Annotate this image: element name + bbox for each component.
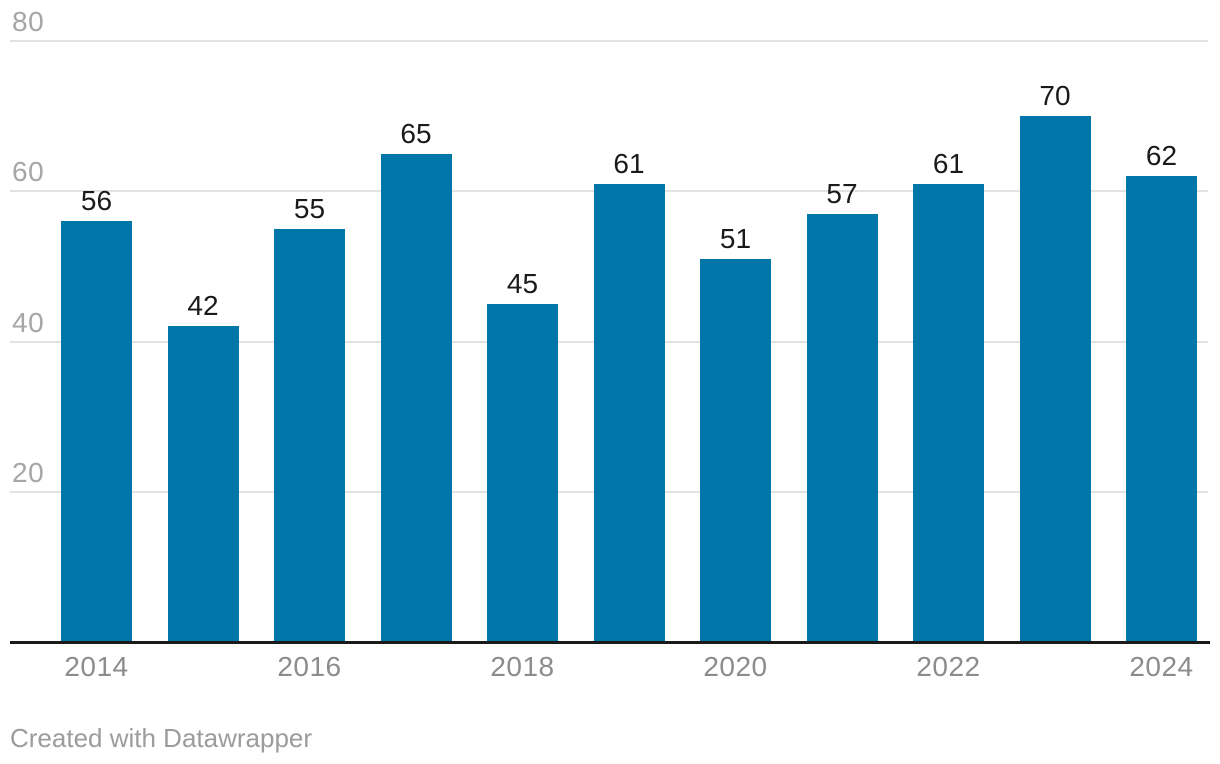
x-tick-label: 2014 [64,651,129,682]
bar [593,183,665,642]
bar [61,221,132,642]
datawrapper-credit-link[interactable]: Created with Datawrapper [10,723,313,753]
x-tick-label: 2020 [703,651,768,682]
bar-value-label: 61 [613,147,645,179]
bar [1126,176,1197,642]
y-tick-label: 60 [12,156,45,188]
bar [913,183,984,642]
bar-value-label: 55 [293,192,326,224]
x-tick-label: 2024 [1129,651,1194,682]
bar-value-label: 42 [187,290,219,322]
y-tick-label: 80 [12,6,45,37]
bar-value-label: 62 [1145,140,1178,172]
bar-value-label: 51 [719,222,752,254]
bar [167,326,239,642]
bar-value-label: 45 [506,267,539,299]
bar-value-label: 70 [1039,80,1071,112]
x-tick-label: 2016 [277,651,342,682]
gridline [10,40,1208,42]
bar [274,228,345,642]
bar-value-label: 65 [400,117,432,149]
y-tick-label: 20 [12,456,45,488]
bar-value-label: 61 [932,147,965,179]
bar [380,153,452,642]
bar-value-label: 56 [80,185,113,217]
y-tick-label: 40 [12,306,45,338]
bar [487,303,558,642]
bar [1019,116,1091,642]
x-axis-line [10,641,1210,644]
bar-value-label: 57 [826,177,858,209]
x-tick-label: 2022 [916,651,981,682]
bar [700,258,771,642]
bar [806,213,878,642]
x-tick-label: 2018 [490,651,555,682]
